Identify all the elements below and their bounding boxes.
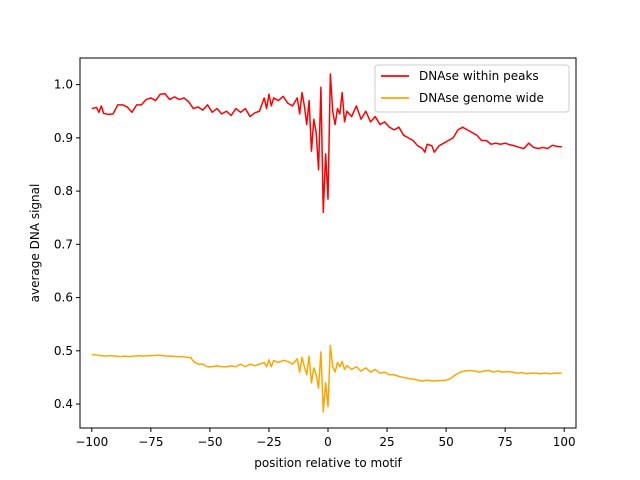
series-layer [91, 73, 562, 413]
x-tick-label: 50 [438, 435, 453, 449]
x-tick-label: −75 [138, 435, 163, 449]
y-tick-label: 0.8 [54, 184, 73, 198]
x-tick-label: 25 [379, 435, 394, 449]
legend: DNAse within peaks DNAse genome wide [374, 64, 570, 113]
x-axis: −100 −75 −50 −25 0 25 50 75 100 [75, 428, 576, 449]
x-tick-label: 75 [498, 435, 513, 449]
x-tick-label: 100 [553, 435, 576, 449]
y-tick-label: 0.4 [54, 397, 73, 411]
x-tick-label: 0 [324, 435, 332, 449]
x-tick-label: −25 [256, 435, 281, 449]
legend-label-genome-wide: DNAse genome wide [419, 91, 544, 105]
series-line-within-peaks [91, 73, 562, 214]
y-tick-label: 0.9 [54, 131, 73, 145]
y-tick-label: 0.6 [54, 291, 73, 305]
y-axis-label: average DNA signal [28, 184, 42, 303]
y-tick-label: 0.5 [54, 344, 73, 358]
series-line-genome-wide [91, 344, 562, 413]
x-tick-label: −100 [75, 435, 108, 449]
x-tick-label: −50 [197, 435, 222, 449]
legend-label-within-peaks: DNAse within peaks [419, 69, 539, 83]
y-axis: 0.4 0.5 0.6 0.7 0.8 0.9 1.0 [54, 78, 80, 411]
y-tick-label: 1.0 [54, 78, 73, 92]
x-axis-label: position relative to motif [254, 456, 402, 470]
legend-box [374, 64, 570, 113]
y-tick-label: 0.7 [54, 237, 73, 251]
